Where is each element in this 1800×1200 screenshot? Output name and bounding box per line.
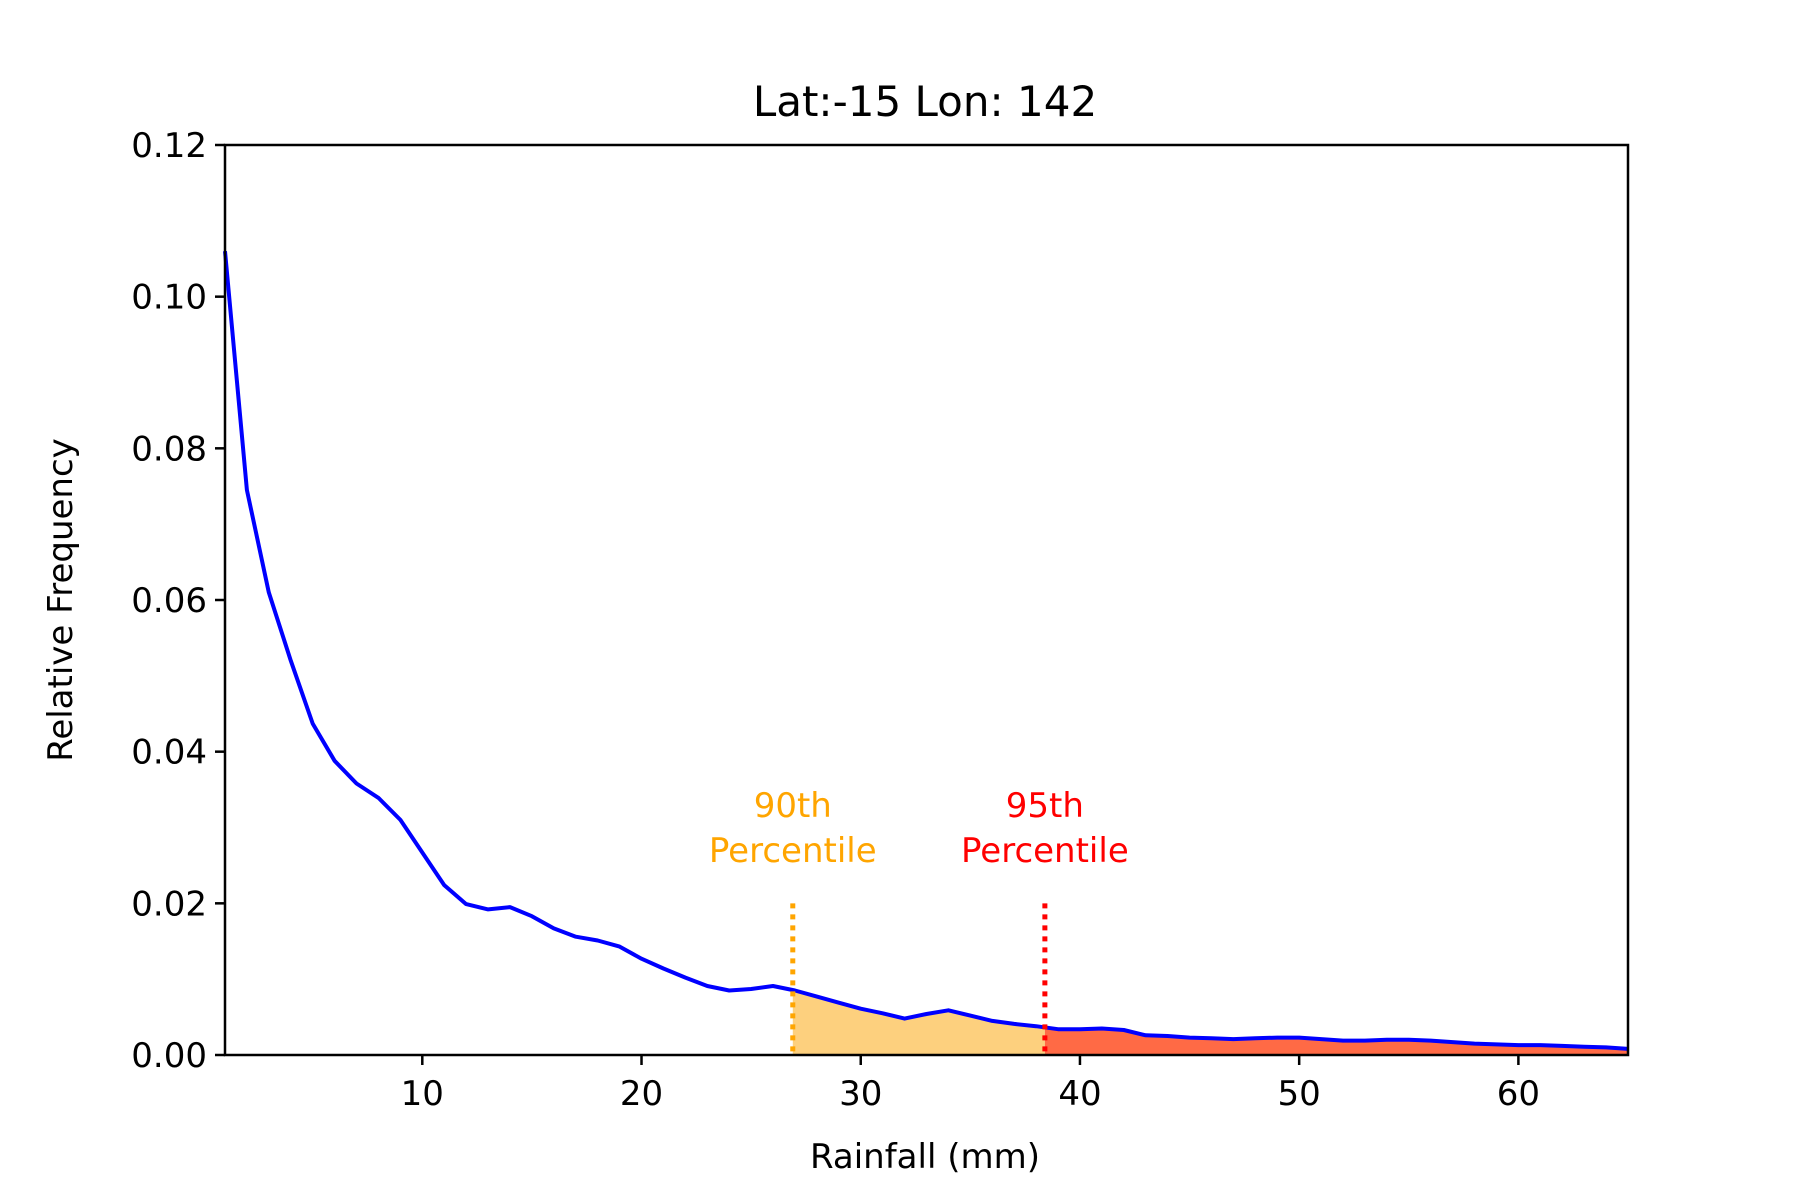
y-tick-label: 0.10 xyxy=(131,278,207,318)
y-tick-label: 0.06 xyxy=(131,581,207,621)
x-tick-label: 30 xyxy=(839,1074,882,1114)
y-tick-label: 0.12 xyxy=(131,126,207,166)
y-axis-title: Relative Frequency xyxy=(41,438,81,762)
percentile-lines: 90th Percentile 95th Percentile xyxy=(709,786,1129,1055)
y-tick-label: 0.00 xyxy=(131,1036,207,1076)
series-line xyxy=(223,251,1629,1051)
y-tick-label: 0.08 xyxy=(131,429,207,469)
x-tick-label: 40 xyxy=(1058,1074,1101,1114)
percentile-label-1-line2: Percentile xyxy=(961,831,1129,871)
x-axis-ticks: 10 20 30 40 50 60 xyxy=(401,1055,1540,1114)
x-tick-label: 60 xyxy=(1497,1074,1540,1114)
chart-title: Lat:-15 Lon: 142 xyxy=(753,77,1097,126)
x-tick-label: 50 xyxy=(1278,1074,1321,1114)
y-tick-label: 0.02 xyxy=(131,884,207,924)
percentile-fill-0 xyxy=(792,990,1045,1055)
percentile-label-1-line1: 95th xyxy=(1006,786,1084,826)
series-layer xyxy=(223,251,1629,1051)
y-tick-label: 0.04 xyxy=(131,733,207,773)
percentile-label-0-line1: 90th xyxy=(754,786,832,826)
y-axis-ticks: 0.00 0.02 0.04 0.06 0.08 0.10 0.12 xyxy=(131,126,225,1076)
x-tick-label: 20 xyxy=(620,1074,663,1114)
percentile-label-0-line2: Percentile xyxy=(709,831,877,871)
x-tick-label: 10 xyxy=(401,1074,444,1114)
x-axis-title: Rainfall (mm) xyxy=(810,1137,1040,1177)
